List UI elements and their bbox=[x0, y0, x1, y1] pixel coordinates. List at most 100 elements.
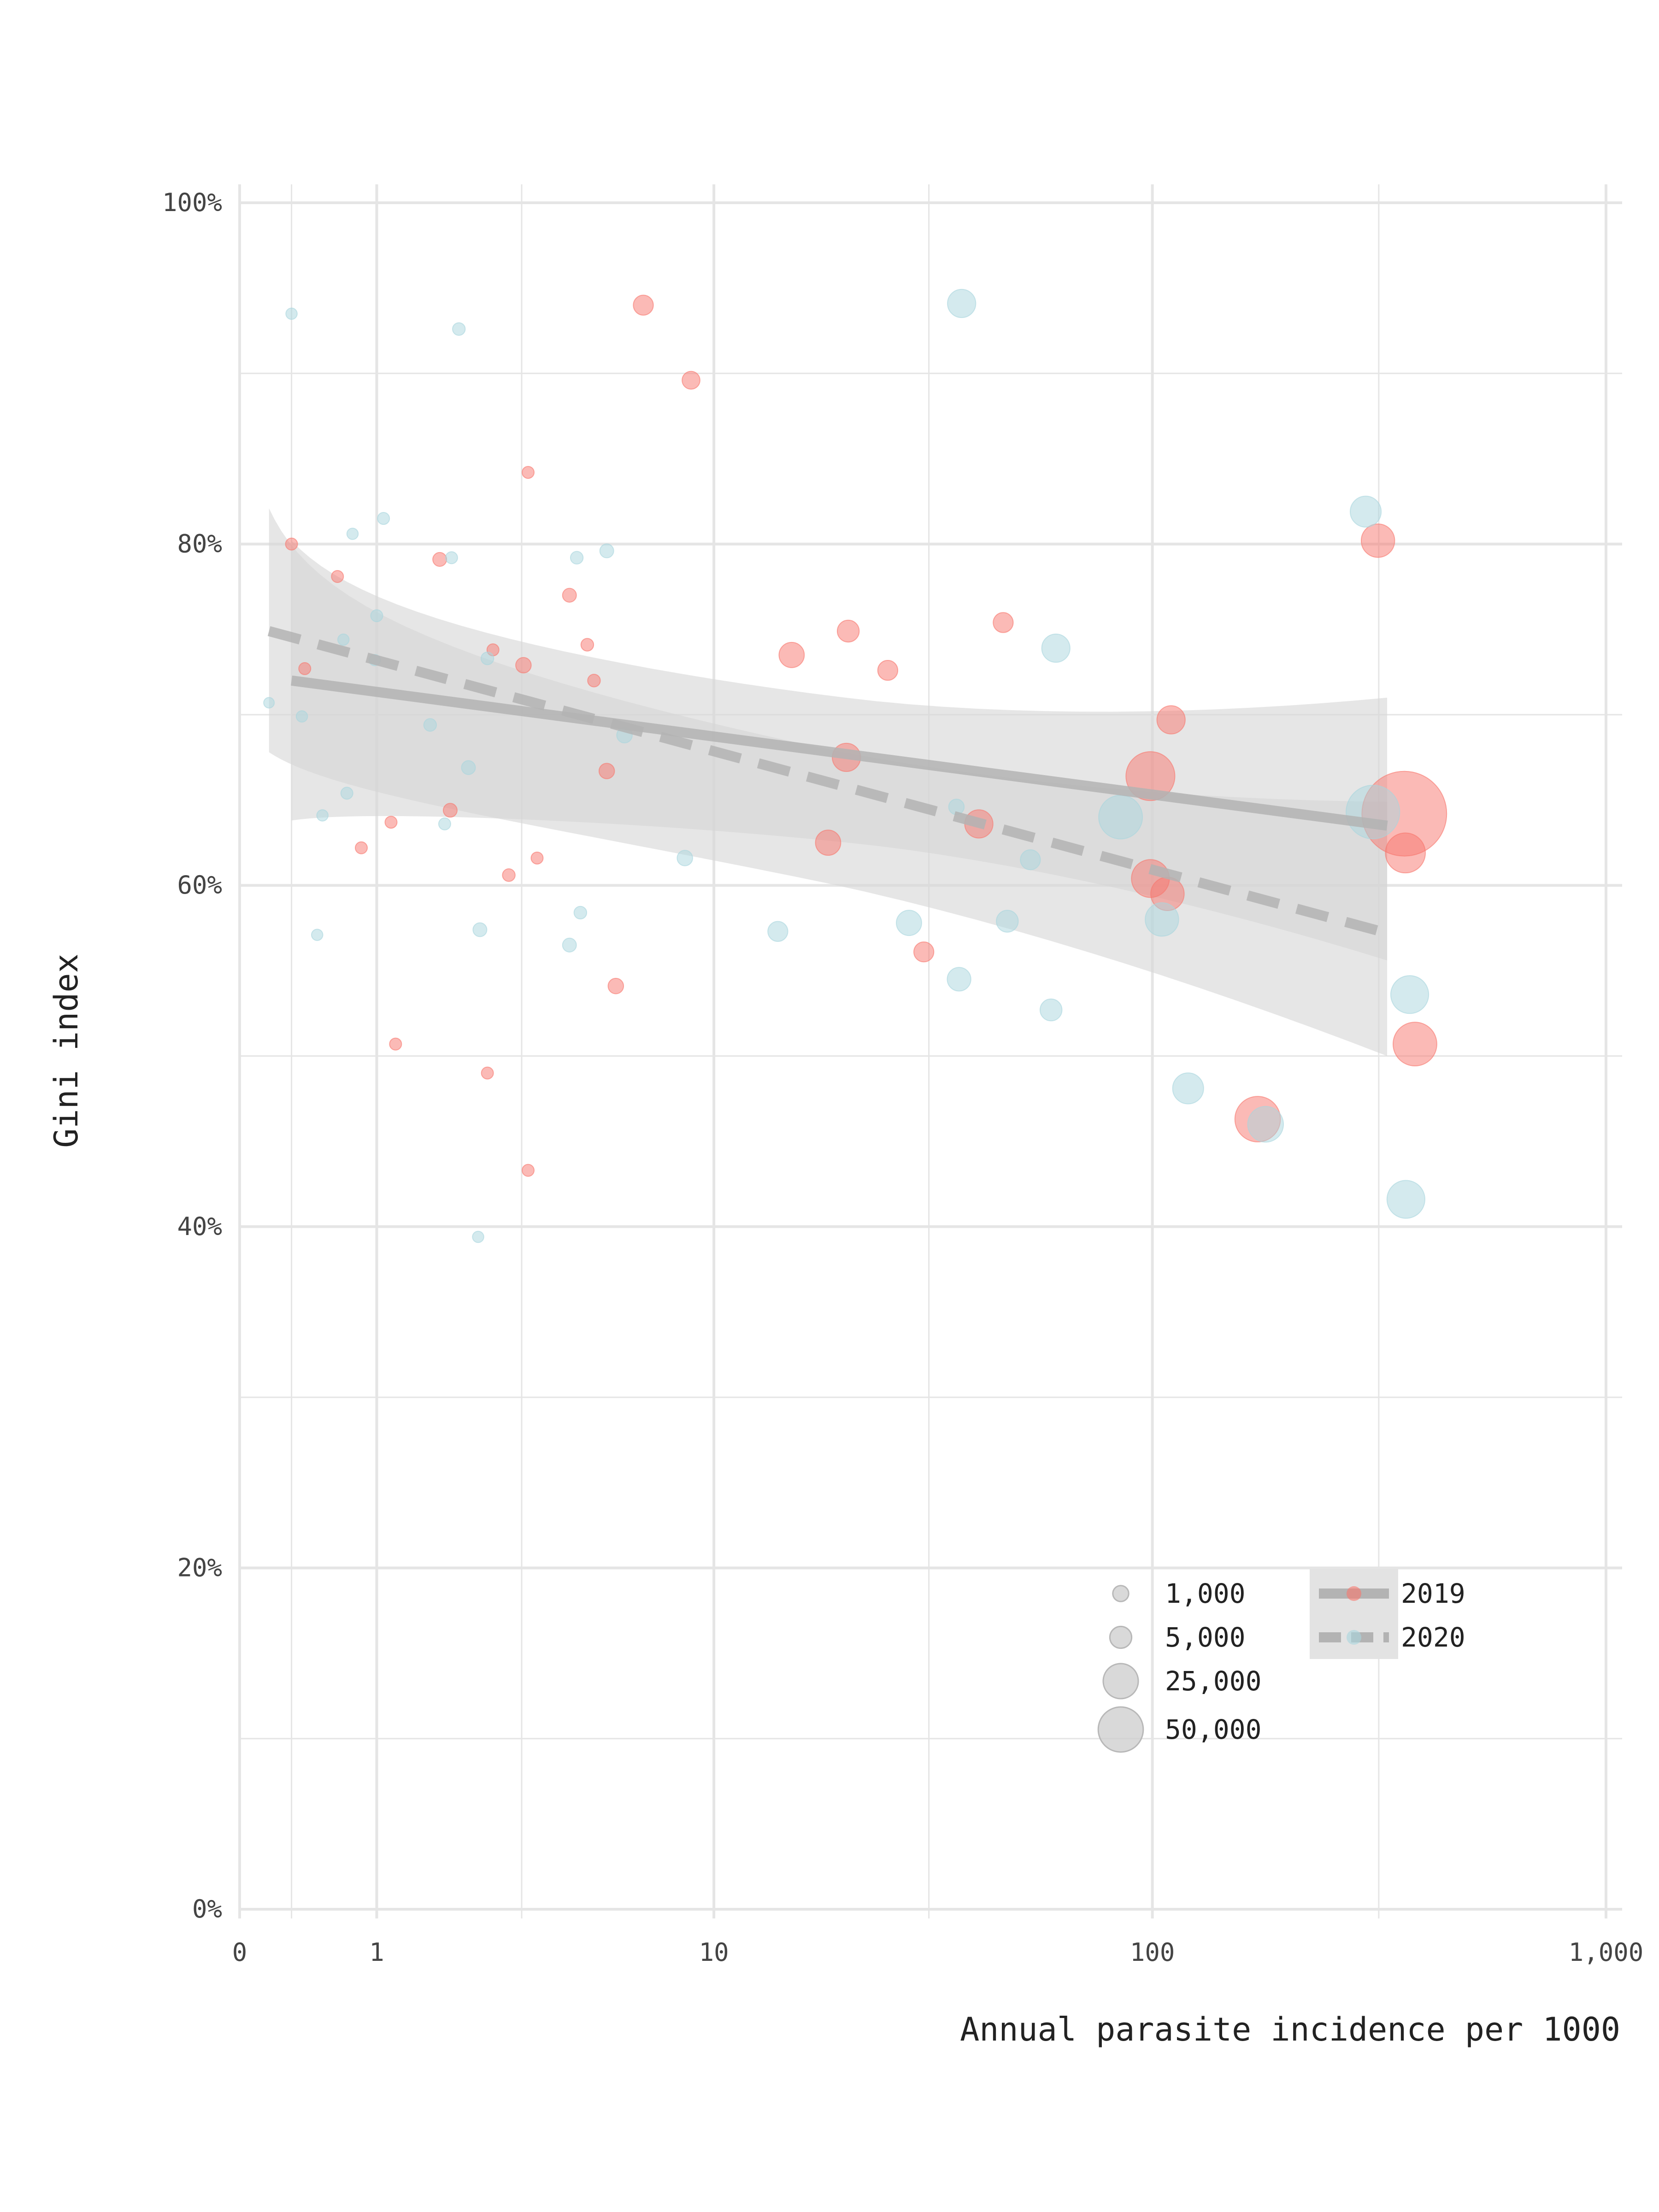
data-point-2020 bbox=[423, 718, 437, 732]
data-point-2020 bbox=[1346, 784, 1400, 840]
data-point-2020 bbox=[311, 929, 324, 941]
data-point-2019 bbox=[562, 588, 577, 603]
data-point-2020 bbox=[472, 1230, 484, 1243]
data-point-2019 bbox=[331, 570, 344, 583]
y-axis-title: Gini index bbox=[47, 953, 85, 1147]
data-point-2020 bbox=[947, 967, 971, 992]
legend-dot-2019 bbox=[1347, 1586, 1361, 1601]
size-legend-key bbox=[1102, 1663, 1139, 1700]
trend-line-2019 bbox=[291, 675, 1388, 831]
data-point-2019 bbox=[1392, 1022, 1437, 1067]
size-legend-key bbox=[1112, 1585, 1130, 1602]
data-point-2019 bbox=[580, 638, 594, 652]
data-point-2019 bbox=[285, 537, 298, 551]
legend-label-2020: 2020 bbox=[1401, 1622, 1465, 1653]
legend-label-2019: 2019 bbox=[1401, 1578, 1465, 1609]
trend-line-2020 bbox=[267, 626, 1388, 938]
data-point-2019 bbox=[1385, 832, 1426, 874]
data-point-2019 bbox=[502, 868, 516, 882]
data-point-2019 bbox=[815, 830, 841, 856]
data-point-2019 bbox=[836, 619, 860, 643]
data-point-2020 bbox=[472, 922, 488, 937]
data-point-2020 bbox=[445, 551, 458, 565]
data-point-2020 bbox=[1390, 975, 1430, 1014]
data-point-2020 bbox=[263, 697, 275, 709]
data-point-2019 bbox=[481, 1066, 494, 1080]
size-legend-label: 50,000 bbox=[1165, 1714, 1262, 1745]
data-point-2020 bbox=[1020, 849, 1041, 871]
data-point-2020 bbox=[1145, 902, 1179, 937]
grid bbox=[238, 184, 1622, 1918]
data-point-2019 bbox=[778, 641, 805, 668]
data-point-2019 bbox=[355, 841, 368, 854]
x-tick-label: 1 bbox=[369, 1938, 384, 1967]
data-point-2020 bbox=[285, 307, 298, 320]
size-legend-key bbox=[1097, 1706, 1144, 1753]
x-tick-label: 0 bbox=[232, 1938, 247, 1967]
data-point-2020 bbox=[947, 288, 977, 318]
size-legend-label: 25,000 bbox=[1165, 1665, 1262, 1697]
data-point-2020 bbox=[1349, 495, 1382, 528]
data-point-2019 bbox=[521, 466, 535, 479]
data-point-2020 bbox=[996, 910, 1019, 933]
data-point-2020 bbox=[337, 633, 350, 646]
data-point-2020 bbox=[316, 809, 329, 822]
data-point-2020 bbox=[480, 651, 494, 665]
y-tick-label: 80% bbox=[177, 529, 222, 559]
data-point-2019 bbox=[598, 763, 615, 779]
size-legend-key bbox=[1109, 1625, 1133, 1649]
x-tick-label: 100 bbox=[1130, 1938, 1175, 1967]
y-tick-label: 100% bbox=[162, 188, 222, 217]
y-tick-label: 60% bbox=[177, 871, 222, 900]
y-tick-label: 40% bbox=[177, 1212, 222, 1241]
data-point-2020 bbox=[573, 906, 588, 920]
data-point-2020 bbox=[1386, 1180, 1425, 1219]
x-tick-label: 10 bbox=[699, 1938, 729, 1967]
data-point-2020 bbox=[1172, 1072, 1204, 1105]
data-point-2019 bbox=[389, 1037, 402, 1051]
data-point-2020 bbox=[1041, 633, 1071, 663]
data-points bbox=[263, 288, 1447, 1243]
data-point-2019 bbox=[1360, 523, 1395, 558]
data-point-2020 bbox=[767, 921, 788, 942]
data-point-2020 bbox=[377, 512, 390, 525]
size-legend-label: 1,000 bbox=[1165, 1578, 1246, 1609]
data-point-2019 bbox=[682, 371, 700, 390]
data-point-2020 bbox=[295, 710, 308, 723]
axis-ticks: 0% 20% 40% 60% 80% 100% 0 1 10 100 1,000 bbox=[162, 188, 1643, 1967]
data-point-2019 bbox=[515, 657, 532, 674]
y-tick-label: 20% bbox=[177, 1553, 222, 1582]
data-point-2019 bbox=[384, 816, 398, 829]
data-point-2020 bbox=[370, 609, 383, 623]
data-point-2019 bbox=[877, 659, 899, 681]
legend-dot-2020 bbox=[1347, 1630, 1361, 1645]
data-point-2020 bbox=[896, 910, 922, 936]
data-point-2019 bbox=[1156, 705, 1186, 735]
data-point-2020 bbox=[1039, 998, 1063, 1022]
data-point-2019 bbox=[587, 674, 601, 688]
trend-lines bbox=[267, 626, 1388, 938]
x-tick-label: 1,000 bbox=[1569, 1938, 1644, 1967]
y-tick-label: 0% bbox=[192, 1894, 222, 1924]
data-point-2019 bbox=[913, 941, 935, 963]
data-point-2019 bbox=[521, 1164, 535, 1177]
data-point-2020 bbox=[1098, 794, 1143, 840]
data-point-2020 bbox=[677, 850, 693, 866]
data-point-2020 bbox=[346, 528, 359, 540]
data-point-2019 bbox=[607, 977, 624, 994]
data-point-2019 bbox=[432, 552, 447, 567]
data-point-2019 bbox=[442, 803, 458, 818]
data-point-2020 bbox=[438, 817, 451, 830]
legend-key-background bbox=[1310, 1569, 1398, 1659]
data-point-2019 bbox=[298, 662, 312, 675]
data-point-2020 bbox=[340, 787, 353, 800]
x-axis-title: Annual parasite incidence per 1000 bbox=[960, 2011, 1620, 2048]
data-point-2020 bbox=[1247, 1106, 1284, 1143]
size-legend-label: 5,000 bbox=[1165, 1622, 1246, 1653]
data-point-2020 bbox=[461, 760, 476, 775]
data-point-2020 bbox=[570, 551, 584, 565]
data-point-2020 bbox=[599, 543, 614, 559]
data-point-2019 bbox=[633, 294, 654, 316]
data-point-2020 bbox=[562, 937, 577, 953]
